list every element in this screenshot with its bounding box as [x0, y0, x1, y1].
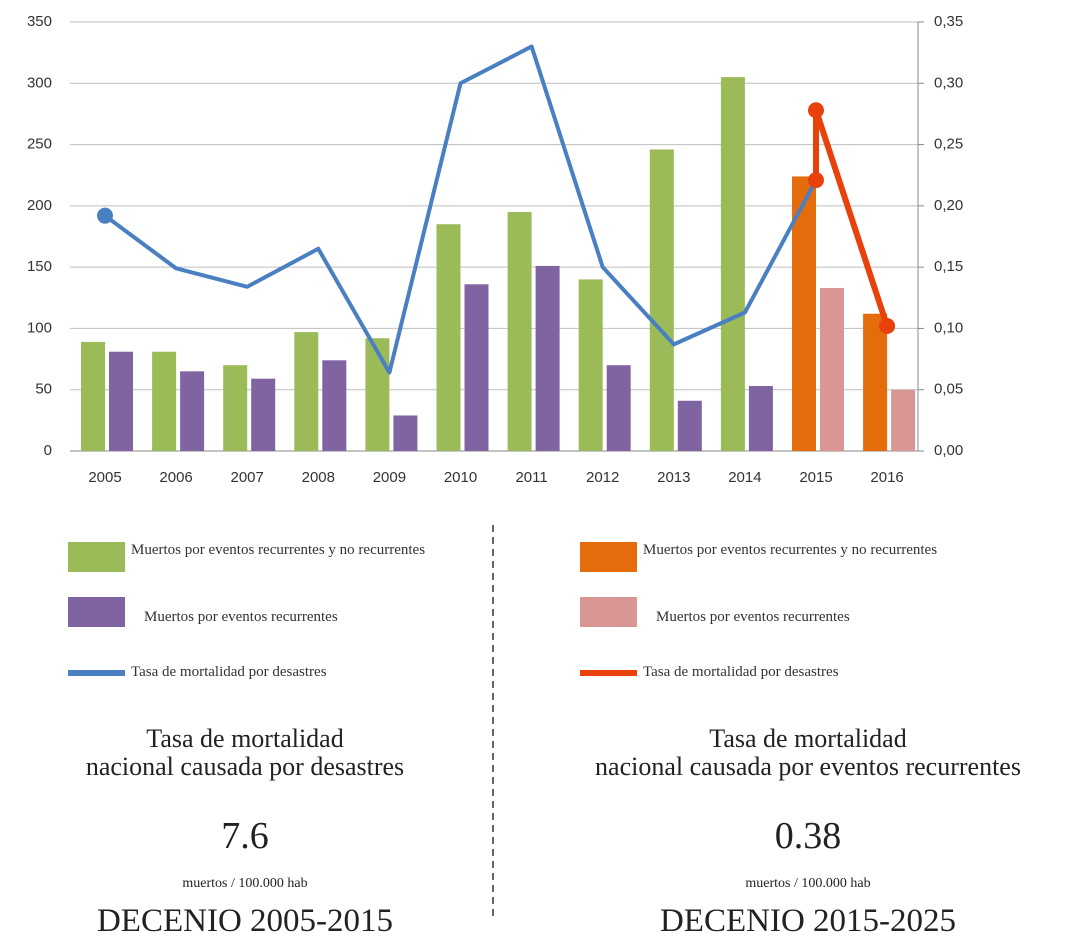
legend-swatch	[68, 597, 125, 627]
bar	[535, 265, 560, 451]
bar	[152, 351, 177, 451]
bar	[606, 365, 631, 451]
bar	[251, 378, 276, 451]
legend-swatch	[580, 670, 637, 676]
panel-heading: nacional causada por eventos recurrentes	[595, 752, 1021, 781]
y2-tick-label: 0,10	[934, 319, 963, 336]
bar	[436, 224, 461, 451]
panel-heading: Tasa de mortalidad	[146, 724, 344, 753]
bar	[294, 332, 319, 451]
bar	[393, 415, 418, 451]
y-tick-label: 250	[27, 136, 52, 153]
bar	[677, 400, 702, 451]
x-tick-label: 2008	[302, 469, 335, 486]
bar	[81, 341, 105, 451]
x-tick-label: 2005	[88, 469, 121, 486]
legend-label: Muertos por eventos recurrentes	[144, 609, 338, 625]
legend-swatch	[580, 542, 637, 572]
bar	[578, 279, 603, 451]
x-tick-label: 2013	[657, 469, 690, 486]
bar	[322, 360, 347, 451]
bar	[720, 77, 745, 452]
legend-label: Tasa de mortalidad por desastres	[131, 664, 327, 680]
bar	[180, 371, 205, 451]
bar	[109, 351, 133, 451]
y2-tick-label: 0,05	[934, 381, 963, 398]
x-tick-label: 2016	[870, 469, 903, 486]
legend-swatch	[580, 597, 637, 627]
panel-heading: Tasa de mortalidad	[709, 724, 907, 753]
line	[103, 44, 818, 375]
y2-tick-label: 0,15	[934, 258, 963, 275]
legend-label: Tasa de mortalidad por desastres	[643, 664, 839, 680]
panel-value: 0.38	[774, 815, 842, 857]
y-tick-label: 350	[27, 13, 52, 30]
legend-label: Muertos por eventos recurrentes y no rec…	[131, 542, 426, 558]
bar	[792, 176, 816, 451]
y-tick-label: 200	[27, 197, 52, 214]
bar	[507, 211, 532, 451]
bar	[649, 149, 674, 451]
x-tick-label: 2009	[373, 469, 406, 486]
y-tick-label: 300	[27, 74, 52, 91]
x-tick-label: 2010	[444, 469, 477, 486]
bar	[820, 287, 844, 451]
x-tick-label: 2011	[515, 469, 547, 486]
bar	[863, 313, 888, 451]
legend-swatch	[68, 542, 125, 572]
y2-tick-label: 0,20	[934, 197, 963, 214]
y2-tick-label: 0,25	[934, 136, 963, 153]
panel-unit: muertos / 100.000 hab	[182, 876, 308, 891]
panel-period: DECENIO 2015-2025	[659, 903, 957, 939]
bar	[365, 338, 390, 451]
panel-heading: nacional causada por desastres	[85, 752, 405, 781]
x-tick-label: 2006	[159, 469, 192, 486]
panel-value: 7.6	[221, 815, 269, 857]
y2-tick-label: 0,00	[934, 442, 963, 459]
x-tick-label: 2012	[586, 469, 619, 486]
y2-tick-label: 0,30	[934, 74, 963, 91]
line-marker	[879, 317, 896, 334]
y-tick-label: 50	[35, 381, 52, 398]
y2-tick-label: 0,35	[934, 13, 963, 30]
x-tick-label: 2014	[728, 469, 761, 486]
bar	[748, 386, 773, 451]
line-marker	[97, 207, 113, 224]
x-tick-label: 2007	[231, 469, 264, 486]
panel-period: DECENIO 2005-2015	[96, 903, 394, 939]
legend-label: Muertos por eventos recurrentes y no rec…	[643, 542, 938, 558]
bar	[464, 284, 489, 451]
legend-swatch	[68, 670, 125, 676]
bar	[891, 389, 916, 451]
y-tick-label: 150	[27, 258, 52, 275]
bar	[223, 365, 248, 451]
y-tick-label: 100	[27, 319, 52, 336]
x-tick-label: 2015	[799, 469, 832, 486]
y-tick-label: 0	[44, 442, 52, 459]
legend-label: Muertos por eventos recurrentes	[656, 609, 850, 625]
line-marker	[808, 102, 824, 119]
panel-unit: muertos / 100.000 hab	[745, 876, 871, 891]
